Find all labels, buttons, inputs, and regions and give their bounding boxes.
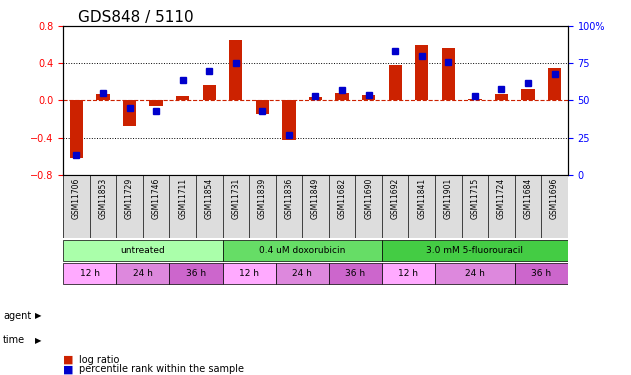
- Bar: [515, 263, 568, 284]
- Bar: [435, 263, 515, 284]
- Text: agent: agent: [3, 311, 32, 321]
- Text: GDS848 / 5110: GDS848 / 5110: [78, 10, 194, 25]
- Bar: [63, 263, 116, 284]
- Text: log ratio: log ratio: [79, 355, 119, 365]
- Text: GSM11901: GSM11901: [444, 178, 453, 219]
- Text: 36 h: 36 h: [345, 269, 365, 278]
- Text: ■: ■: [63, 364, 74, 374]
- Text: GSM11836: GSM11836: [285, 178, 293, 219]
- Text: GSM11706: GSM11706: [72, 178, 81, 219]
- Text: GSM11692: GSM11692: [391, 178, 399, 219]
- Bar: [229, 40, 242, 101]
- Text: GSM11684: GSM11684: [524, 178, 533, 219]
- Bar: [442, 48, 455, 100]
- Text: GSM11711: GSM11711: [178, 178, 187, 219]
- Text: 0.4 uM doxorubicin: 0.4 uM doxorubicin: [259, 246, 345, 255]
- Text: GSM11839: GSM11839: [258, 178, 267, 219]
- Text: time: time: [3, 335, 25, 345]
- Bar: [203, 85, 216, 100]
- Text: GSM11853: GSM11853: [98, 178, 107, 219]
- Text: 3.0 mM 5-fluorouracil: 3.0 mM 5-fluorouracil: [427, 246, 523, 255]
- Text: GSM11682: GSM11682: [338, 178, 346, 219]
- Text: 12 h: 12 h: [80, 269, 100, 278]
- Bar: [362, 95, 375, 100]
- Bar: [97, 94, 110, 100]
- Bar: [382, 263, 435, 284]
- Text: GSM11854: GSM11854: [204, 178, 214, 219]
- Bar: [329, 263, 382, 284]
- Bar: [548, 68, 561, 100]
- Bar: [223, 240, 382, 261]
- Text: GSM11849: GSM11849: [311, 178, 320, 219]
- Text: ▶: ▶: [35, 311, 42, 320]
- Bar: [336, 93, 349, 100]
- Text: 12 h: 12 h: [239, 269, 259, 278]
- Bar: [415, 45, 428, 100]
- Bar: [276, 263, 329, 284]
- Bar: [389, 65, 402, 100]
- Bar: [495, 94, 508, 100]
- Bar: [63, 240, 223, 261]
- Text: 24 h: 24 h: [292, 269, 312, 278]
- Text: GSM11729: GSM11729: [125, 178, 134, 219]
- Text: percentile rank within the sample: percentile rank within the sample: [79, 364, 244, 374]
- Text: GSM11731: GSM11731: [232, 178, 240, 219]
- Text: GSM11746: GSM11746: [151, 178, 160, 219]
- Bar: [176, 96, 189, 100]
- Bar: [70, 100, 83, 158]
- Text: 12 h: 12 h: [399, 269, 418, 278]
- Text: 36 h: 36 h: [531, 269, 551, 278]
- Bar: [223, 263, 276, 284]
- Text: GSM11715: GSM11715: [471, 178, 480, 219]
- Bar: [256, 100, 269, 114]
- Text: GSM11690: GSM11690: [364, 178, 373, 219]
- Bar: [116, 263, 169, 284]
- Bar: [123, 100, 136, 126]
- Text: GSM11696: GSM11696: [550, 178, 559, 219]
- Bar: [150, 100, 163, 106]
- Bar: [521, 89, 534, 101]
- Text: 36 h: 36 h: [186, 269, 206, 278]
- Text: 24 h: 24 h: [133, 269, 153, 278]
- Text: 24 h: 24 h: [465, 269, 485, 278]
- Text: GSM11841: GSM11841: [417, 178, 427, 219]
- Bar: [468, 99, 481, 100]
- Bar: [309, 97, 322, 100]
- Text: GSM11724: GSM11724: [497, 178, 506, 219]
- Bar: [382, 240, 568, 261]
- Bar: [169, 263, 223, 284]
- Text: ■: ■: [63, 355, 74, 365]
- Text: untreated: untreated: [121, 246, 165, 255]
- Text: ▶: ▶: [35, 336, 42, 345]
- Bar: [282, 100, 295, 140]
